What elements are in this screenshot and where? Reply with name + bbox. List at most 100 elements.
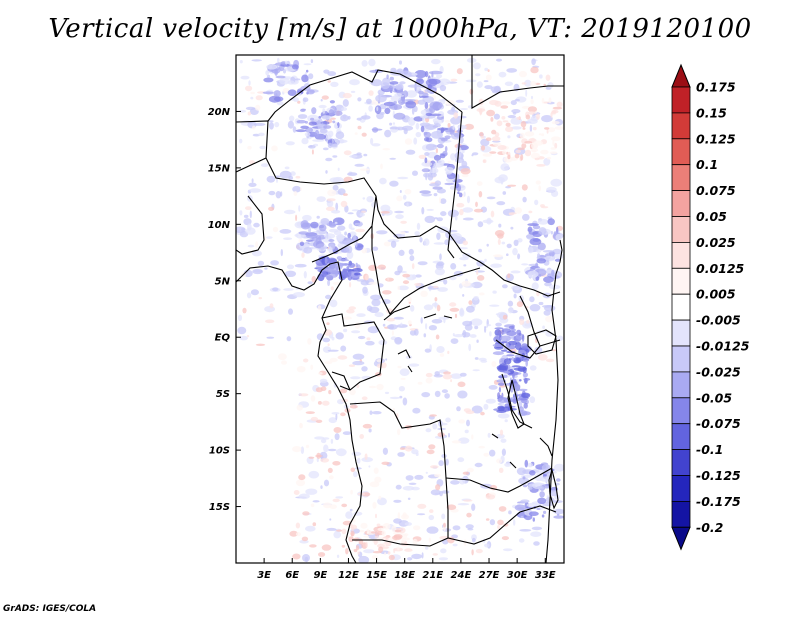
field-speckle — [318, 552, 326, 557]
field-speckle — [502, 548, 513, 552]
field-speckle — [268, 120, 274, 123]
field-speckle — [447, 229, 458, 233]
field-speckle — [300, 187, 302, 191]
field-speckle — [346, 309, 355, 314]
field-speckle — [342, 99, 349, 107]
lon-tick-label: 27E — [479, 570, 500, 581]
field-speckle — [405, 537, 410, 541]
field-speckle — [439, 84, 447, 92]
field-speckle — [531, 526, 543, 531]
field-speckle — [285, 141, 295, 146]
field-speckle — [307, 145, 316, 149]
field-speckle — [368, 90, 374, 96]
field-speckle — [307, 338, 312, 345]
field-speckle — [450, 132, 462, 140]
field-speckle — [504, 462, 512, 467]
field-speckle — [327, 80, 331, 83]
field-speckle — [300, 446, 305, 455]
field-speckle — [439, 253, 442, 261]
field-speckle — [252, 125, 256, 130]
field-speckle — [298, 393, 309, 397]
field-speckle — [357, 335, 366, 340]
field-speckle — [309, 544, 317, 548]
colorbar-bin — [671, 86, 691, 114]
field-speckle — [531, 58, 536, 66]
field-speckle — [327, 142, 333, 149]
field-speckle — [530, 531, 542, 537]
field-speckle — [333, 110, 343, 116]
field-speckle — [296, 366, 306, 373]
field-speckle — [295, 214, 298, 221]
field-speckle — [392, 535, 402, 541]
field-speckle — [411, 72, 418, 76]
field-speckle — [315, 234, 327, 240]
field-speckle — [404, 138, 413, 145]
colorbar-bin — [671, 164, 691, 191]
field-speckle — [376, 106, 379, 112]
country-borders — [236, 55, 564, 563]
field-speckle — [371, 143, 381, 147]
field-speckle — [342, 431, 352, 435]
field-speckle — [310, 503, 315, 508]
field-speckle — [441, 513, 446, 520]
field-speckle — [534, 157, 540, 161]
field-speckle — [508, 510, 512, 515]
field-speckle — [551, 349, 557, 352]
field-speckle — [405, 149, 416, 155]
field-speckle — [517, 147, 525, 151]
colorbar-bin — [671, 267, 691, 295]
field-speckle — [270, 260, 279, 266]
field-speckle — [291, 64, 299, 70]
field-speckle — [293, 292, 305, 298]
field-speckle — [489, 151, 497, 154]
colorbar-label: -0.175 — [696, 494, 741, 509]
field-speckle — [436, 232, 441, 240]
field-speckle — [331, 143, 338, 148]
field-speckle — [303, 247, 313, 254]
field-speckle — [320, 438, 327, 444]
field-speckle — [417, 503, 427, 509]
field-speckle — [321, 115, 332, 120]
field-speckle — [384, 391, 390, 395]
field-speckle — [320, 246, 324, 251]
field-speckle — [506, 253, 509, 256]
field-speckle — [486, 196, 496, 200]
field-speckle — [355, 467, 362, 470]
colorbar-label: -0.075 — [696, 416, 741, 431]
field-speckle — [521, 82, 527, 85]
field-speckle — [260, 163, 269, 168]
field-speckle — [335, 448, 347, 457]
field-speckle — [377, 264, 386, 270]
field-speckle — [350, 227, 355, 231]
field-speckle — [246, 335, 250, 338]
field-speckle — [466, 512, 472, 518]
field-speckle — [239, 210, 243, 216]
field-speckle — [333, 382, 338, 388]
lon-tick-label: 30E — [507, 570, 528, 581]
colorbar-label: 0.125 — [696, 131, 736, 146]
field-speckle — [319, 378, 328, 384]
field-speckle — [400, 231, 406, 235]
field-speckle — [425, 137, 433, 143]
colorbar-label: -0.0125 — [696, 339, 750, 354]
field-speckle — [408, 301, 411, 304]
field-speckle — [311, 276, 317, 283]
border-e1 — [519, 295, 561, 347]
field-speckle — [467, 105, 472, 109]
field-speckle — [410, 305, 415, 312]
field-speckle — [366, 196, 375, 203]
field-speckle — [293, 490, 300, 495]
field-speckle — [357, 125, 362, 130]
field-speckle — [331, 209, 341, 214]
field-speckle — [325, 206, 335, 211]
field-speckle — [450, 232, 462, 241]
field-speckle — [536, 486, 545, 490]
field-speckle — [353, 471, 358, 478]
field-speckle — [386, 317, 395, 322]
field-speckle — [433, 242, 445, 245]
field-speckle — [369, 410, 373, 415]
field-speckle — [440, 548, 447, 554]
field-speckle — [538, 301, 544, 306]
field-speckle — [461, 160, 468, 168]
field-speckle — [305, 411, 315, 414]
